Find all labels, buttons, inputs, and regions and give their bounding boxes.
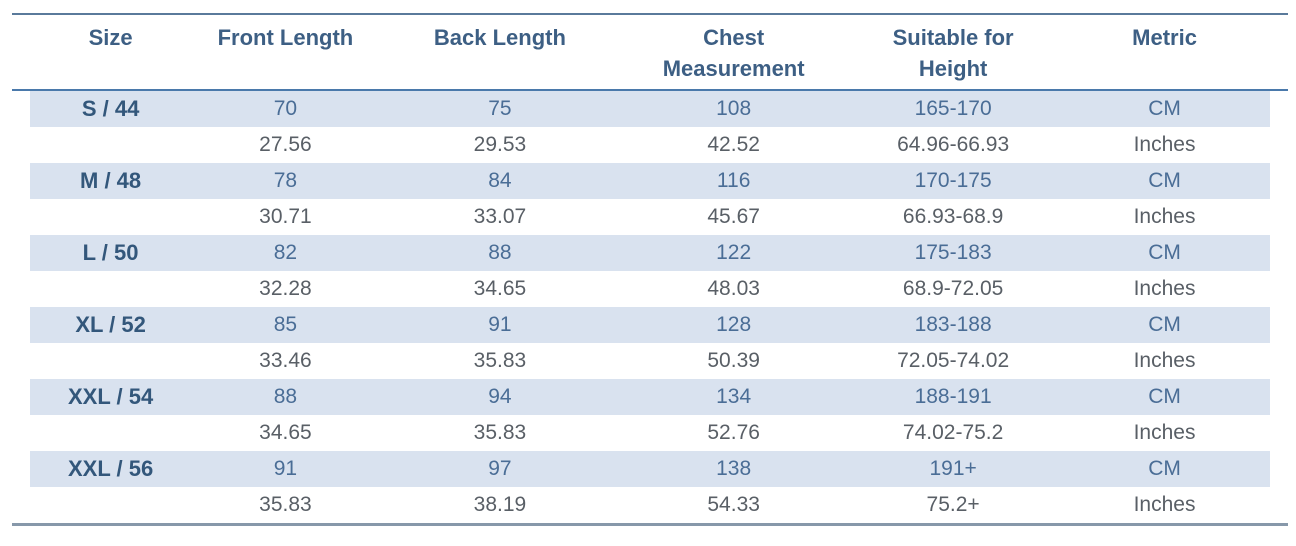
cell-chest-measurement: 45.67 xyxy=(707,205,760,228)
column-header-front-length: Front Length xyxy=(191,22,379,53)
cell-back-length: 84 xyxy=(488,169,512,192)
cell-chest-measurement: 134 xyxy=(716,385,752,408)
table-row: M / 48 78 84 116 170-175 CM xyxy=(30,163,1270,199)
cell-size: XXL / 54 xyxy=(67,384,154,409)
cell-chest-measurement: 108 xyxy=(716,97,752,120)
cell-metric: Inches xyxy=(1133,493,1196,516)
column-header-metric: Metric xyxy=(1059,22,1270,53)
cell-suitable-height: 75.2+ xyxy=(926,493,980,516)
column-header-back-length: Back Length xyxy=(380,22,621,53)
cell-front-length: 34.65 xyxy=(259,421,312,444)
cell-back-length: 29.53 xyxy=(473,133,527,156)
cell-front-length: 85 xyxy=(273,313,298,336)
column-header-label: Chest Measurement xyxy=(662,25,805,81)
cell-front-length: 91 xyxy=(273,457,298,480)
table-row: 33.46 35.83 50.39 72.05-74.02 Inches xyxy=(30,343,1270,379)
cell-back-length: 94 xyxy=(488,385,512,408)
cell-metric: Inches xyxy=(1133,277,1196,300)
cell-back-length: 33.07 xyxy=(473,205,527,228)
cell-size: S / 44 xyxy=(81,96,140,121)
cell-chest-measurement: 138 xyxy=(716,457,752,480)
cell-chest-measurement: 116 xyxy=(716,169,751,192)
cell-chest-measurement: 128 xyxy=(716,313,752,336)
cell-back-length: 35.83 xyxy=(473,421,527,444)
column-header-label: Size xyxy=(88,25,133,50)
table-row: 30.71 33.07 45.67 66.93-68.9 Inches xyxy=(30,199,1270,235)
table-row: 34.65 35.83 52.76 74.02-75.2 Inches xyxy=(30,415,1270,451)
cell-suitable-height: 64.96-66.93 xyxy=(897,133,1010,156)
column-header-label: Metric xyxy=(1132,25,1197,50)
cell-suitable-height: 68.9-72.05 xyxy=(902,277,1004,300)
table-row: 32.28 34.65 48.03 68.9-72.05 Inches xyxy=(30,271,1270,307)
cell-size xyxy=(30,271,191,307)
table-row: L / 50 82 88 122 175-183 CM xyxy=(30,235,1270,271)
cell-suitable-height: 191+ xyxy=(929,457,977,480)
column-header-size: Size xyxy=(30,22,191,53)
cell-metric: CM xyxy=(1148,241,1181,264)
cell-chest-measurement: 122 xyxy=(716,241,752,264)
cell-chest-measurement: 48.03 xyxy=(707,277,760,300)
cell-back-length: 34.65 xyxy=(473,277,527,300)
cell-size xyxy=(30,343,191,379)
cell-metric: CM xyxy=(1148,169,1181,192)
cell-front-length: 88 xyxy=(273,385,298,408)
cell-metric: CM xyxy=(1148,97,1181,120)
cell-suitable-height: 175-183 xyxy=(914,241,992,264)
cell-back-length: 88 xyxy=(488,241,512,264)
cell-suitable-height: 165-170 xyxy=(914,97,992,120)
column-header-label: Back Length xyxy=(433,25,566,50)
cell-metric: CM xyxy=(1148,385,1181,408)
cell-metric: Inches xyxy=(1133,421,1196,444)
cell-suitable-height: 72.05-74.02 xyxy=(897,349,1010,372)
cell-metric: CM xyxy=(1148,457,1181,480)
cell-metric: Inches xyxy=(1133,205,1196,228)
cell-suitable-height: 188-191 xyxy=(914,385,992,408)
size-chart-table: Size Front Length Back Length Chest Meas… xyxy=(12,13,1288,526)
cell-front-length: 30.71 xyxy=(259,205,312,228)
cell-size: XXL / 56 xyxy=(67,456,154,481)
table-row: XL / 52 85 91 128 183-188 CM xyxy=(30,307,1270,343)
cell-front-length: 82 xyxy=(273,241,298,264)
column-header-suitable-height: Suitable for Height xyxy=(847,22,1059,84)
cell-back-length: 91 xyxy=(488,313,512,336)
cell-size: M / 48 xyxy=(80,168,142,193)
cell-size: L / 50 xyxy=(82,240,139,265)
cell-back-length: 35.83 xyxy=(473,349,527,372)
cell-chest-measurement: 42.52 xyxy=(707,133,760,156)
cell-suitable-height: 74.02-75.2 xyxy=(902,421,1004,444)
cell-suitable-height: 170-175 xyxy=(914,169,992,192)
cell-metric: CM xyxy=(1148,313,1181,336)
cell-front-length: 27.56 xyxy=(259,133,312,156)
cell-suitable-height: 183-188 xyxy=(914,313,992,336)
column-header-label: Front Length xyxy=(217,25,354,50)
table-row: S / 44 70 75 108 165-170 CM xyxy=(30,91,1270,127)
cell-size xyxy=(30,199,191,235)
cell-back-length: 38.19 xyxy=(473,493,527,516)
table-header: Size Front Length Back Length Chest Meas… xyxy=(12,15,1288,91)
table-body: S / 44 70 75 108 165-170 CM 27.56 29.53 … xyxy=(12,91,1288,523)
cell-back-length: 75 xyxy=(488,97,512,120)
cell-front-length: 78 xyxy=(273,169,298,192)
cell-front-length: 32.28 xyxy=(259,277,312,300)
cell-metric: Inches xyxy=(1133,349,1196,372)
cell-size xyxy=(30,127,191,163)
cell-chest-measurement: 50.39 xyxy=(707,349,760,372)
cell-front-length: 70 xyxy=(273,97,298,120)
cell-back-length: 97 xyxy=(488,457,512,480)
column-header-chest-measurement: Chest Measurement xyxy=(620,22,847,84)
cell-size xyxy=(30,415,191,451)
cell-size xyxy=(30,487,191,523)
cell-suitable-height: 66.93-68.9 xyxy=(902,205,1004,228)
cell-front-length: 33.46 xyxy=(259,349,312,372)
table-row: 35.83 38.19 54.33 75.2+ Inches xyxy=(30,487,1270,523)
cell-front-length: 35.83 xyxy=(259,493,312,516)
cell-size: XL / 52 xyxy=(75,312,146,337)
cell-chest-measurement: 52.76 xyxy=(707,421,760,444)
cell-chest-measurement: 54.33 xyxy=(707,493,760,516)
column-header-label: Suitable for Height xyxy=(892,25,1014,81)
table-row: XXL / 54 88 94 134 188-191 CM xyxy=(30,379,1270,415)
table-row: 27.56 29.53 42.52 64.96-66.93 Inches xyxy=(30,127,1270,163)
table-row: XXL / 56 91 97 138 191+ CM xyxy=(30,451,1270,487)
cell-metric: Inches xyxy=(1133,133,1196,156)
